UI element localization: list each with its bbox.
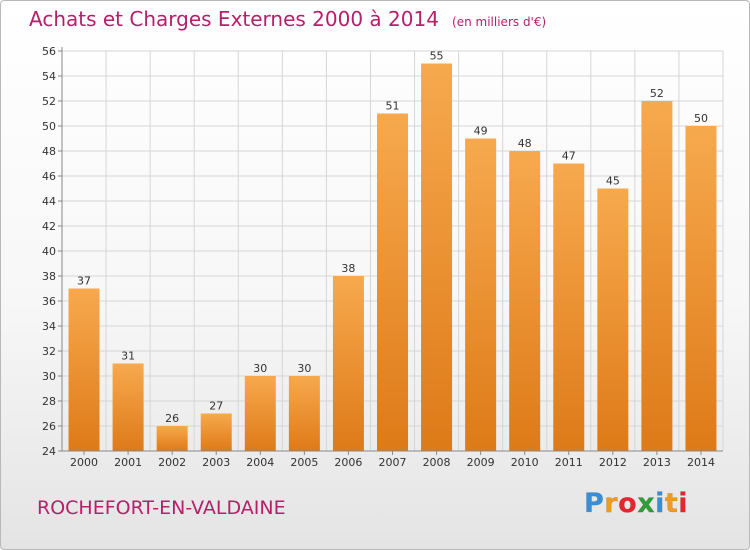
data-label: 45 <box>606 175 620 188</box>
x-tick-label: 2013 <box>643 456 671 469</box>
data-label: 51 <box>386 100 400 113</box>
x-tick-label: 2009 <box>467 456 495 469</box>
y-tick-label: 52 <box>42 95 56 108</box>
y-tick-label: 32 <box>42 345 56 358</box>
bar <box>685 126 717 451</box>
bar <box>156 426 188 451</box>
data-label: 50 <box>694 112 708 125</box>
bar <box>465 138 497 451</box>
x-tick-label: 2000 <box>70 456 98 469</box>
y-tick-label: 38 <box>42 270 56 283</box>
data-label: 31 <box>121 350 135 363</box>
x-tick-label: 2003 <box>202 456 230 469</box>
unit-label: (en milliers d'€) <box>452 15 547 29</box>
y-tick-label: 50 <box>42 120 56 133</box>
bar <box>597 188 629 451</box>
x-tick-label: 2007 <box>379 456 407 469</box>
logo-letter: r <box>604 488 619 520</box>
data-label: 27 <box>209 400 223 413</box>
logo-letter: t <box>664 488 679 520</box>
logo-letter: o <box>618 488 638 520</box>
data-label: 48 <box>518 137 532 150</box>
y-tick-label: 40 <box>42 245 56 258</box>
bar <box>244 376 276 451</box>
x-tick-label: 2004 <box>246 456 274 469</box>
y-tick-label: 34 <box>42 320 56 333</box>
bar <box>332 276 364 451</box>
x-tick-label: 2002 <box>158 456 186 469</box>
data-label: 47 <box>562 150 576 163</box>
x-tick-label: 2001 <box>114 456 142 469</box>
y-tick-label: 26 <box>42 420 56 433</box>
bar <box>421 63 453 451</box>
x-tick-label: 2011 <box>555 456 583 469</box>
commune-name: ROCHEFORT-EN-VALDAINE <box>37 497 286 519</box>
title-text: Achats et Charges Externes 2000 à 2014 <box>29 7 439 31</box>
proxiti-logo: Proxiti <box>584 488 689 520</box>
x-tick-label: 2010 <box>511 456 539 469</box>
x-tick-label: 2005 <box>290 456 318 469</box>
data-label: 49 <box>474 125 488 138</box>
bar <box>641 101 673 451</box>
chart-title: Achats et Charges Externes 2000 à 2014 (… <box>29 7 546 31</box>
y-tick-label: 54 <box>42 70 56 83</box>
y-tick-label: 56 <box>42 45 56 58</box>
bar <box>509 151 541 451</box>
bars <box>68 63 717 451</box>
x-tick-label: 2006 <box>334 456 362 469</box>
bar <box>288 376 320 451</box>
y-tick-label: 46 <box>42 170 56 183</box>
y-tick-label: 42 <box>42 220 56 233</box>
logo-letter: i <box>655 488 665 520</box>
bar <box>553 163 585 451</box>
logo-letter: P <box>584 488 605 520</box>
y-tick-label: 24 <box>42 445 56 458</box>
bar <box>112 363 144 451</box>
logo-letter: x <box>637 488 656 520</box>
data-label: 55 <box>430 50 444 63</box>
labels: 24 26 28 30 32 34 36 38 40 42 44 46 48 50 52 54 56 37 2000… <box>42 45 715 469</box>
data-label: 37 <box>77 275 91 288</box>
data-label: 38 <box>341 262 355 275</box>
data-label: 52 <box>650 87 664 100</box>
x-tick-label: 2008 <box>423 456 451 469</box>
y-tick-label: 30 <box>42 370 56 383</box>
bar <box>200 413 232 451</box>
y-tick-label: 44 <box>42 195 56 208</box>
data-label: 26 <box>165 412 179 425</box>
axes <box>58 47 723 455</box>
y-tick-label: 36 <box>42 295 56 308</box>
data-label: 30 <box>297 362 311 375</box>
logo-letter: i <box>678 488 689 520</box>
x-tick-label: 2012 <box>599 456 627 469</box>
bar <box>377 113 408 451</box>
y-tick-label: 28 <box>42 395 56 408</box>
bar <box>68 288 100 451</box>
y-tick-label: 48 <box>42 145 56 158</box>
x-tick-label: 2014 <box>687 456 715 469</box>
data-label: 30 <box>253 362 267 375</box>
